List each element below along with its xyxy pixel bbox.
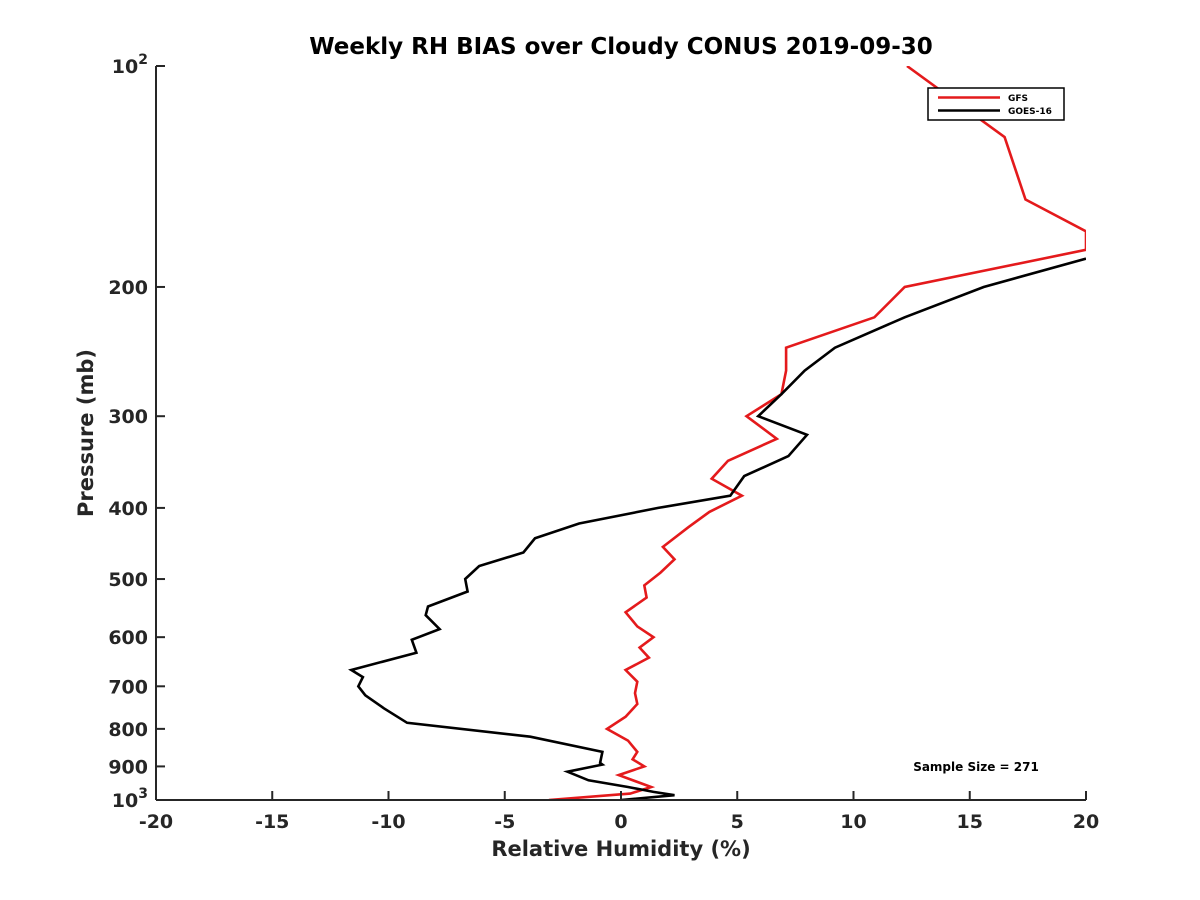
legend: GFS GOES-16 — [927, 87, 1065, 121]
x-tick-label: 10 — [840, 811, 866, 833]
y-tick-label: 400 — [108, 498, 148, 520]
y-tick-label: 500 — [108, 569, 148, 591]
y-tick-label: 102 — [112, 52, 148, 78]
axes-layer: -20 -15 -10 -5 0 5 10 15 20 102 200 300 400 500 600 700… — [108, 52, 1099, 833]
legend-label-gfs: GFS — [1008, 94, 1028, 104]
y-tick-label: 103 — [112, 786, 148, 812]
y-tick-label: 700 — [108, 676, 148, 698]
legend-label-goes-16: GOES-16 — [1008, 107, 1052, 117]
x-tick-label: -10 — [371, 811, 405, 833]
x-tick-label: -20 — [139, 811, 173, 833]
x-tick-label: 20 — [1073, 811, 1099, 833]
y-tick-label: 900 — [108, 756, 148, 778]
y-axis-title: Pressure (mb) — [74, 349, 98, 517]
x-tick-label: 0 — [614, 811, 627, 833]
y-tick-label: 200 — [108, 277, 148, 299]
chart-title: Weekly RH BIAS over Cloudy CONUS 2019-09… — [309, 34, 933, 60]
x-tick-label: -5 — [494, 811, 515, 833]
series-line-gfs — [548, 66, 1086, 800]
y-tick-label: 800 — [108, 719, 148, 741]
x-tick-label: 5 — [731, 811, 744, 833]
x-tick-label: -15 — [255, 811, 289, 833]
x-axis-title: Relative Humidity (%) — [491, 837, 750, 861]
x-tick-label: 15 — [957, 811, 983, 833]
sample-size-annotation: Sample Size = 271 — [913, 760, 1039, 774]
series-layer — [348, 66, 1086, 800]
y-tick-label: 300 — [108, 406, 148, 428]
y-tick-label: 600 — [108, 627, 148, 649]
series-line-goes-16 — [348, 257, 1086, 800]
legend-box — [927, 87, 1065, 121]
